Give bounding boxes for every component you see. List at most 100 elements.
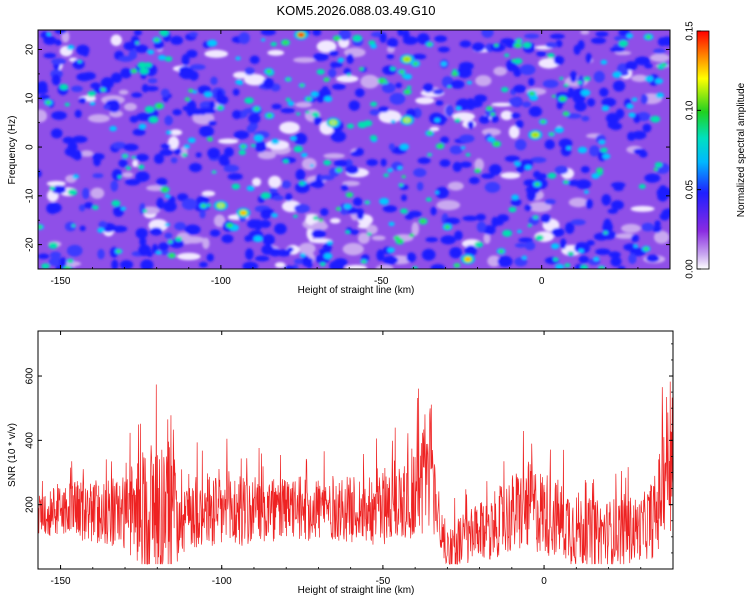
heatmap-cell bbox=[535, 234, 544, 241]
snr-frame bbox=[37, 330, 674, 570]
heatmap-cell bbox=[207, 203, 212, 207]
y-tick-label: -20 bbox=[25, 237, 36, 252]
heatmap-cell bbox=[491, 113, 495, 116]
heatmap-cell bbox=[227, 223, 232, 228]
heatmap-cell bbox=[50, 128, 63, 139]
heatmap-cell bbox=[38, 94, 50, 100]
heatmap-cell bbox=[645, 34, 652, 39]
heatmap-cell bbox=[135, 41, 139, 44]
x-tick-label: -150 bbox=[50, 276, 70, 287]
heatmap-cell bbox=[169, 253, 175, 258]
heatmap-cell bbox=[319, 219, 323, 222]
heatmap-cell bbox=[617, 265, 626, 269]
heatmap-cell bbox=[389, 92, 406, 105]
heatmap-cell bbox=[602, 221, 613, 233]
heatmap-cell bbox=[601, 194, 612, 206]
heatmap-cell bbox=[514, 139, 527, 151]
heatmap-cell bbox=[388, 143, 395, 151]
heatmap-gap bbox=[121, 171, 134, 178]
heatmap-gap bbox=[323, 153, 345, 159]
heatmap-cell bbox=[527, 224, 532, 228]
heatmap-gap bbox=[306, 226, 315, 241]
colorbar-tick-label: 0.05 bbox=[685, 179, 696, 199]
heatmap-gap bbox=[167, 136, 180, 150]
heatmap-cell bbox=[524, 33, 540, 39]
heatmap-cell bbox=[270, 41, 277, 47]
heatmap-cell bbox=[201, 204, 206, 208]
heatmap-cell bbox=[506, 65, 520, 72]
heatmap-cell bbox=[440, 235, 457, 245]
heatmap-cell bbox=[380, 158, 387, 167]
heatmap-cell bbox=[449, 247, 463, 259]
heatmap-cell bbox=[565, 222, 575, 234]
heatmap-cell bbox=[570, 219, 586, 226]
heatmap-gap bbox=[233, 71, 249, 79]
heatmap-cell bbox=[120, 67, 132, 79]
heatmap-cell bbox=[72, 174, 79, 180]
heatmap-cell bbox=[450, 79, 465, 89]
heatmap-cell bbox=[454, 117, 461, 123]
heatmap-cell bbox=[422, 83, 434, 93]
heatmap-cell bbox=[207, 39, 218, 47]
heatmap-cell bbox=[425, 237, 438, 243]
heatmap-cell bbox=[366, 158, 379, 167]
heatmap-cell bbox=[577, 146, 588, 154]
heatmap-cell bbox=[428, 153, 432, 156]
heatmap-cell bbox=[513, 58, 523, 65]
snr-x-label: Height of straight line (km) bbox=[298, 585, 415, 596]
heatmap-cell bbox=[516, 164, 525, 174]
heatmap-cell bbox=[196, 195, 210, 205]
colorbar-ticks: 0.00 0.05 0.10 0.15 bbox=[685, 21, 701, 279]
heatmap-gap bbox=[357, 232, 370, 244]
y-tick-label: 600 bbox=[25, 367, 36, 384]
heatmap-cell bbox=[504, 39, 516, 48]
heatmap-cell bbox=[465, 98, 476, 111]
heatmap-cell bbox=[566, 113, 582, 119]
heatmap-cell bbox=[262, 78, 274, 89]
heatmap-cell bbox=[245, 248, 254, 260]
heatmap-cell bbox=[434, 35, 448, 43]
heatmap-cell bbox=[348, 100, 360, 111]
heatmap-cell bbox=[183, 144, 190, 149]
heatmap-cell bbox=[238, 149, 246, 156]
heatmap-cell bbox=[323, 159, 332, 166]
heatmap-cell bbox=[404, 214, 414, 220]
heatmap-cell bbox=[289, 136, 297, 141]
heatmap-cell bbox=[551, 243, 560, 250]
heatmap-cell bbox=[293, 214, 298, 218]
heatmap-peak bbox=[399, 115, 414, 126]
heatmap-cell bbox=[567, 179, 581, 187]
heatmap-cell bbox=[336, 207, 340, 211]
x-tick-label: 0 bbox=[541, 576, 547, 587]
heatmap-cell bbox=[402, 30, 410, 42]
heatmap-cell bbox=[480, 173, 495, 179]
heatmap-cell bbox=[322, 86, 329, 92]
heatmap-cell bbox=[533, 215, 538, 219]
heatmap-cell bbox=[519, 64, 536, 76]
heatmap-cell bbox=[162, 187, 168, 192]
heatmap-cell bbox=[170, 35, 184, 45]
heatmap-cell bbox=[320, 262, 326, 267]
heatmap-cell bbox=[434, 117, 441, 123]
heatmap-gap bbox=[213, 214, 226, 228]
heatmap-peak bbox=[236, 207, 251, 218]
heatmap-cell bbox=[655, 92, 665, 99]
heatmap-cell bbox=[310, 91, 319, 97]
heatmap-cell bbox=[560, 97, 566, 101]
heatmap-cell bbox=[164, 56, 173, 62]
heatmap-cell bbox=[652, 225, 662, 233]
heatmap-cell bbox=[309, 164, 314, 168]
heatmap-cell bbox=[43, 35, 57, 45]
colorbar: 0.00 0.05 0.10 0.15 Normalized spectral amp… bbox=[685, 21, 748, 279]
heatmap-cell bbox=[266, 69, 272, 74]
heatmap-gap bbox=[218, 138, 239, 144]
heatmap-cell bbox=[160, 143, 171, 149]
heatmap-cell bbox=[459, 40, 472, 48]
heatmap-cell bbox=[365, 201, 370, 204]
heatmap-cell bbox=[399, 183, 403, 187]
heatmap-cell bbox=[154, 38, 160, 42]
heatmap-cell bbox=[174, 222, 187, 231]
heatmap-cell bbox=[111, 259, 119, 269]
heatmap-cell bbox=[109, 125, 117, 132]
heatmap-cell bbox=[97, 248, 105, 260]
